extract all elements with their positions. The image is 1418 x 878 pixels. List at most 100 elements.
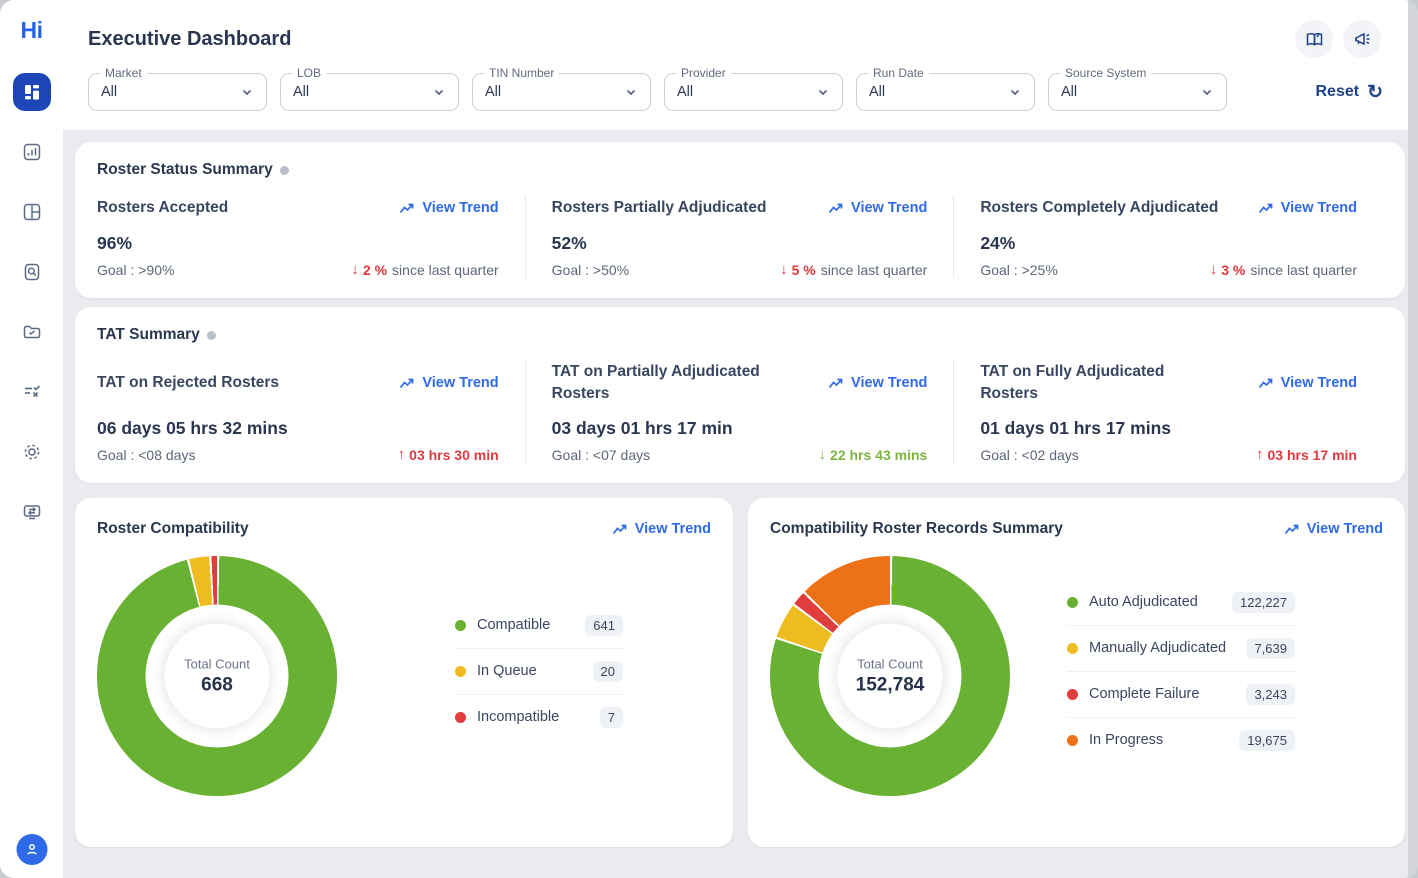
chart-legend: Compatible 641 In Queue 20 Incompatible — [455, 603, 623, 740]
legend-item-auto-adjudicated[interactable]: Auto Adjudicated 122,227 — [1067, 580, 1295, 626]
app-logo[interactable]: Hi — [20, 17, 44, 43]
metric-goal: Goal : <02 days — [980, 446, 1079, 463]
legend-item-compatible[interactable]: Compatible 641 — [455, 603, 623, 649]
metric-goal: Goal : >90% — [97, 261, 175, 278]
metric-tat-fully-adjudicated: TAT on Fully Adjudicated Rosters View Tr… — [954, 360, 1383, 463]
view-trend-link[interactable]: View Trend — [828, 200, 927, 216]
legend-item-in-progress[interactable]: In Progress 19,675 — [1067, 718, 1295, 763]
metric-label: TAT on Fully Adjudicated Rosters — [980, 363, 1165, 402]
metric-change: ↓ 5 % since last quarter — [780, 261, 928, 278]
dashboard-icon — [24, 85, 39, 100]
metric-tat-rejected: TAT on Rejected Rosters View Trend 06 da… — [97, 360, 526, 463]
metric-goal: Goal : >25% — [980, 261, 1058, 278]
metric-change: ↓ 2 % since last quarter — [351, 261, 499, 278]
legend-count-badge: 20 — [592, 660, 623, 682]
arrow-up-icon: ↑ — [397, 446, 406, 463]
metric-label: Rosters Completely Adjudicated — [980, 199, 1219, 217]
donut-center: Total Count 668 — [164, 623, 270, 729]
sidebar-nav — [12, 73, 51, 531]
topbar: Executive Dashboard — [63, 0, 1418, 130]
legend-item-incompatible[interactable]: Incompatible 7 — [455, 695, 623, 740]
megaphone-icon — [1354, 32, 1369, 45]
filter-tin-number[interactable]: TIN Number All — [472, 66, 651, 111]
sidebar-item-document-search[interactable] — [13, 253, 51, 291]
metric-change: ↓ 3 % since last quarter — [1209, 261, 1357, 278]
metric-label: TAT on Rejected Rosters — [97, 374, 280, 392]
filter-value: All — [1061, 84, 1078, 100]
legend-count-badge: 122,227 — [1232, 591, 1295, 613]
view-trend-link[interactable]: View Trend — [399, 375, 499, 391]
roster-compatibility-donut: Total Count 668 — [97, 556, 337, 796]
roster-compatibility-card: Roster Compatibility View Trend Total Co… — [75, 498, 733, 847]
sidebar-item-dashboard[interactable] — [12, 73, 51, 111]
legend-item-complete-failure[interactable]: Complete Failure 3,243 — [1067, 672, 1295, 718]
view-trend-link[interactable]: View Trend — [399, 200, 499, 216]
filter-bar: Market All LOB All TIN Number All Provid… — [88, 66, 1393, 111]
filter-market[interactable]: Market All — [88, 66, 267, 111]
sidebar-item-layout[interactable] — [13, 193, 51, 231]
view-trend-link[interactable]: View Trend — [828, 375, 927, 391]
filter-lob[interactable]: LOB All — [280, 66, 459, 111]
filter-label: Run Date — [868, 66, 929, 80]
folder-check-icon — [23, 325, 40, 339]
sidebar: Hi — [0, 0, 63, 878]
scrollbar[interactable] — [1408, 0, 1418, 878]
view-trend-link[interactable]: View Trend — [1284, 521, 1383, 537]
guide-button[interactable] — [1295, 20, 1333, 58]
sidebar-item-folder-check[interactable] — [13, 313, 51, 351]
view-trend-link[interactable]: View Trend — [1258, 200, 1357, 216]
legend-item-manually-adjudicated[interactable]: Manually Adjudicated 7,639 — [1067, 626, 1295, 672]
arrow-down-icon: ↓ — [1209, 261, 1218, 278]
filter-value: All — [485, 84, 502, 100]
arrow-down-icon: ↓ — [780, 261, 788, 278]
legend-dot — [1067, 596, 1078, 608]
filter-run-date[interactable]: Run Date All — [856, 66, 1035, 111]
sidebar-item-settings[interactable] — [13, 433, 51, 471]
reset-button[interactable]: Reset ↻ — [1316, 81, 1384, 104]
metric-value: 24% — [980, 233, 1016, 253]
filter-source-system[interactable]: Source System All — [1048, 66, 1227, 111]
legend-dot — [1067, 688, 1078, 700]
metric-goal: Goal : >50% — [551, 261, 630, 278]
chevron-down-icon — [626, 89, 636, 96]
legend-dot — [455, 711, 466, 723]
arrow-up-icon: ↑ — [1255, 446, 1264, 463]
sidebar-item-analytics[interactable] — [13, 133, 51, 171]
tat-summary-card: TAT Summary TAT on Rejected Rosters View… — [75, 307, 1405, 483]
legend-count-badge: 19,675 — [1239, 729, 1295, 751]
arrow-down-icon: ↓ — [818, 446, 827, 463]
announcements-button[interactable] — [1343, 20, 1381, 58]
legend-dot — [1067, 734, 1078, 746]
reset-label: Reset — [1315, 83, 1360, 100]
legend-dot — [455, 665, 466, 677]
total-count-value: 668 — [201, 674, 233, 695]
filter-value: All — [293, 84, 310, 100]
chevron-down-icon — [434, 89, 444, 96]
card-title: Compatibility Roster Records Summary — [770, 520, 1063, 537]
filter-value: All — [677, 84, 694, 100]
sidebar-item-list-check[interactable] — [13, 373, 51, 411]
filter-label: LOB — [292, 66, 327, 80]
trend-up-icon — [828, 378, 843, 388]
metric-rosters-partially-adjudicated: Rosters Partially Adjudicated View Trend… — [526, 195, 955, 278]
chevron-down-icon — [1202, 89, 1212, 96]
sidebar-item-monitor-transfer[interactable] — [13, 493, 51, 531]
user-avatar[interactable] — [16, 834, 47, 865]
trend-up-icon — [828, 203, 843, 213]
chevron-down-icon — [818, 89, 828, 96]
metric-change: ↑ 03 hrs 30 min — [397, 446, 499, 463]
view-trend-link[interactable]: View Trend — [1258, 375, 1357, 391]
open-book-icon — [1306, 32, 1322, 46]
metric-value: 96% — [97, 233, 133, 253]
card-title: Roster Compatibility — [97, 520, 249, 537]
legend-count-badge: 7 — [599, 706, 623, 728]
legend-item-in-queue[interactable]: In Queue 20 — [455, 649, 623, 695]
filter-provider[interactable]: Provider All — [664, 66, 843, 111]
metric-goal: Goal : <08 days — [97, 446, 196, 463]
total-count-value: 152,784 — [855, 674, 925, 695]
info-icon[interactable] — [206, 330, 216, 340]
view-trend-link[interactable]: View Trend — [612, 521, 711, 537]
info-icon[interactable] — [279, 165, 289, 175]
metric-rosters-accepted: Rosters Accepted View Trend 96% Goal : >… — [97, 195, 526, 278]
